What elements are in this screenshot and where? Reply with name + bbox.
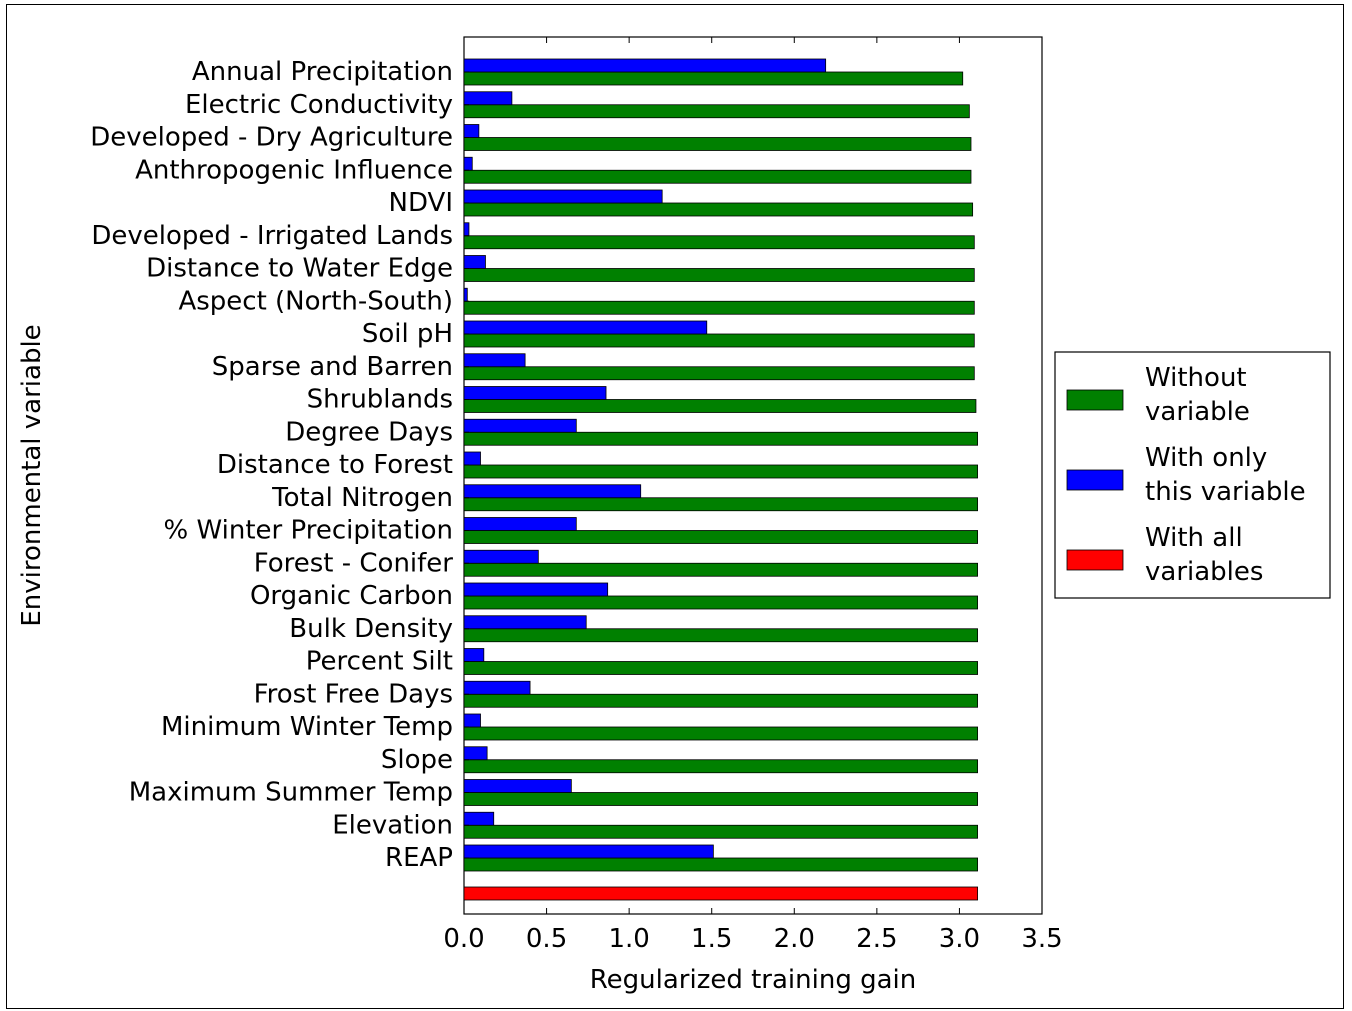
bar-with-only-variable (463, 680, 531, 695)
legend-swatch-all (1066, 549, 1124, 571)
bar-without-variable (463, 169, 972, 184)
bar-with-only-variable (463, 156, 473, 171)
y-tick-label: Bulk Density (289, 614, 453, 644)
x-tick-label: 1.0 (608, 924, 649, 954)
bar-with-only-variable (463, 615, 587, 630)
y-tick-label: Developed - Dry Agriculture (90, 123, 453, 153)
bar-without-variable (463, 562, 978, 577)
y-tick-label: Developed - Irrigated Lands (91, 221, 453, 251)
y-tick-label: Shrublands (307, 385, 453, 415)
bar-without-variable (463, 268, 975, 282)
x-axis-label: Regularized training gain (590, 965, 917, 995)
x-tick-label: 3.5 (1021, 924, 1062, 954)
bar-without-variable (463, 628, 978, 643)
y-tick-label: Minimum Winter Temp (161, 712, 453, 742)
bar-with-only-variable (463, 484, 642, 499)
y-axis-label: Environmental variable (17, 324, 47, 626)
x-tick-label: 0.0 (443, 924, 484, 954)
bar-with-only-variable (463, 549, 539, 564)
bar-with-only-variable (463, 713, 481, 728)
y-tick-label: Aspect (North-South) (178, 286, 453, 316)
legend-label: variables (1145, 557, 1263, 587)
bar-with-only-variable (463, 517, 577, 531)
x-tick-label: 0.5 (526, 924, 567, 954)
y-tick-label: Forest - Conifer (254, 548, 454, 578)
bar-with-only-variable (463, 353, 526, 368)
bar-with-only-variable (463, 779, 572, 793)
bar-without-variable (463, 300, 975, 315)
legend-swatch-only (1066, 469, 1124, 491)
y-tick-label: % Winter Precipitation (164, 516, 453, 546)
bar-with-only-variable (463, 91, 513, 106)
bar-without-variable (463, 792, 978, 806)
bar-without-variable (463, 759, 978, 774)
y-tick-label: Slope (381, 745, 453, 775)
y-tick-label: Degree Days (285, 417, 453, 447)
y-tick-label: Electric Conductivity (185, 90, 453, 120)
legend-label: With all (1145, 523, 1243, 553)
y-tick-label: Annual Precipitation (192, 57, 453, 87)
bar-with-only-variable (463, 844, 714, 859)
bar-without-variable (463, 431, 978, 446)
bar-with-only-variable (463, 811, 495, 826)
legend-label: Without (1145, 363, 1247, 393)
x-tick-label: 1.5 (691, 924, 732, 954)
y-tick-label: Elevation (332, 810, 453, 840)
bar-without-variable (463, 137, 972, 151)
legend-label: this variable (1145, 477, 1306, 507)
bar-with-only-variable (463, 222, 470, 237)
bar-with-all-variables (463, 886, 978, 901)
y-tick-label: REAP (385, 843, 453, 873)
bar-with-only-variable (463, 451, 481, 466)
legend-label: With only (1145, 443, 1267, 473)
bar-with-only-variable (463, 746, 488, 761)
bar-without-variable (463, 497, 978, 512)
bar-with-only-variable (463, 58, 827, 73)
bar-with-only-variable (463, 418, 577, 433)
y-tick-label: NDVI (389, 188, 453, 218)
bar-without-variable (463, 104, 970, 119)
legend-swatch-without (1066, 389, 1124, 411)
bar-with-only-variable (463, 582, 609, 597)
bar-with-only-variable (463, 189, 663, 204)
bar-without-variable (463, 202, 974, 217)
bar-without-variable (463, 693, 978, 708)
y-tick-label: Organic Carbon (250, 581, 453, 611)
bar-without-variable (463, 464, 978, 479)
bar-without-variable (463, 726, 978, 741)
bar-with-only-variable (463, 386, 607, 400)
bar-without-variable (463, 530, 978, 544)
x-tick-label: 2.0 (774, 924, 815, 954)
legend-label: variable (1145, 397, 1250, 427)
bar-without-variable (463, 595, 978, 610)
bar-with-only-variable (463, 320, 708, 335)
x-tick-label: 3.0 (939, 924, 980, 954)
y-tick-label: Total Nitrogen (271, 483, 453, 513)
bar-with-only-variable (463, 287, 468, 302)
bar-with-only-variable (463, 255, 486, 269)
x-tick-label: 2.5 (856, 924, 897, 954)
bar-without-variable (463, 399, 977, 413)
y-tick-label: Sparse and Barren (212, 352, 453, 382)
bar-without-variable (463, 71, 964, 86)
bar-without-variable (463, 857, 978, 872)
y-tick-label: Distance to Water Edge (146, 254, 453, 284)
y-tick-label: Distance to Forest (217, 450, 453, 480)
y-tick-label: Frost Free Days (254, 679, 453, 709)
y-tick-label: Anthropogenic Influence (135, 155, 453, 185)
bar-without-variable (463, 333, 975, 348)
bar-without-variable (463, 661, 978, 675)
bar-with-only-variable (463, 124, 480, 138)
bar-with-only-variable (463, 648, 485, 662)
bar-without-variable (463, 235, 975, 250)
y-tick-label: Percent Silt (306, 647, 453, 677)
bar-without-variable (463, 824, 978, 839)
y-tick-label: Maximum Summer Temp (129, 778, 453, 808)
bar-without-variable (463, 366, 975, 381)
y-tick-label: Soil pH (362, 319, 453, 349)
